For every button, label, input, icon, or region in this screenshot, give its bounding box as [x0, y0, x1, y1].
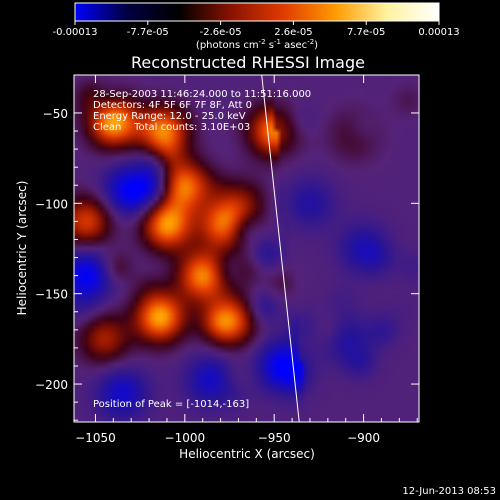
- y-tick-label: −150: [35, 288, 68, 302]
- plot-frame: [73, 74, 420, 423]
- colorbar-tick-5: 0.00013: [418, 27, 459, 38]
- solar-limb-line: [261, 75, 300, 422]
- colorbar-tick-0: -0.00013: [53, 27, 98, 38]
- heatmap-image: [74, 75, 419, 422]
- colorbar-gradient: [74, 2, 440, 22]
- colorbar-tick-4: 7.7e-05: [347, 27, 385, 38]
- info-line-3: Clean Total counts: 3.10E+03: [93, 122, 250, 133]
- footer-timestamp: 12-Jun-2013 08:53: [402, 486, 496, 497]
- y-axis-label: Heliocentric Y (arcsec): [15, 181, 29, 316]
- peak-position-label: Position of Peak = [-1014,-163]: [93, 399, 249, 410]
- info-line-2: Energy Range: 12.0 - 25.0 keV: [93, 111, 246, 122]
- y-tick-label: −50: [43, 107, 68, 121]
- chart-title: Reconstructed RHESSI Image: [131, 53, 365, 72]
- x-axis-label: Heliocentric X (arcsec): [179, 447, 315, 461]
- x-tick-label: −1050: [75, 431, 116, 445]
- colorbar-tick-2: -2.6e-05: [200, 27, 242, 38]
- info-overlay: 28-Sep-2003 11:46:24.000 to 11:51:16.000…: [93, 89, 311, 410]
- colorbar-tick-1: -7.7e-05: [127, 27, 169, 38]
- x-tick-label: −950: [258, 431, 291, 445]
- x-axis: −1050 −1000 −950 −900: [75, 75, 418, 445]
- colorbar-tick-3: 2.6e-05: [274, 27, 312, 38]
- y-tick-label: −200: [35, 378, 68, 392]
- info-line-1: Detectors: 4F 5F 6F 7F 8F, Att 0: [93, 100, 252, 111]
- y-tick-label: −100: [35, 197, 68, 211]
- x-tick-label: −1000: [165, 431, 206, 445]
- colorbar-units: (photons cm-2 s-1 asec-2): [196, 38, 318, 51]
- y-axis: −50 −100 −150 −200: [35, 107, 419, 421]
- colorbar: -0.00013 -7.7e-05 -2.6e-05 2.6e-05 7.7e-…: [53, 2, 460, 51]
- info-line-0: 28-Sep-2003 11:46:24.000 to 11:51:16.000: [93, 89, 311, 100]
- x-tick-label: −900: [347, 431, 380, 445]
